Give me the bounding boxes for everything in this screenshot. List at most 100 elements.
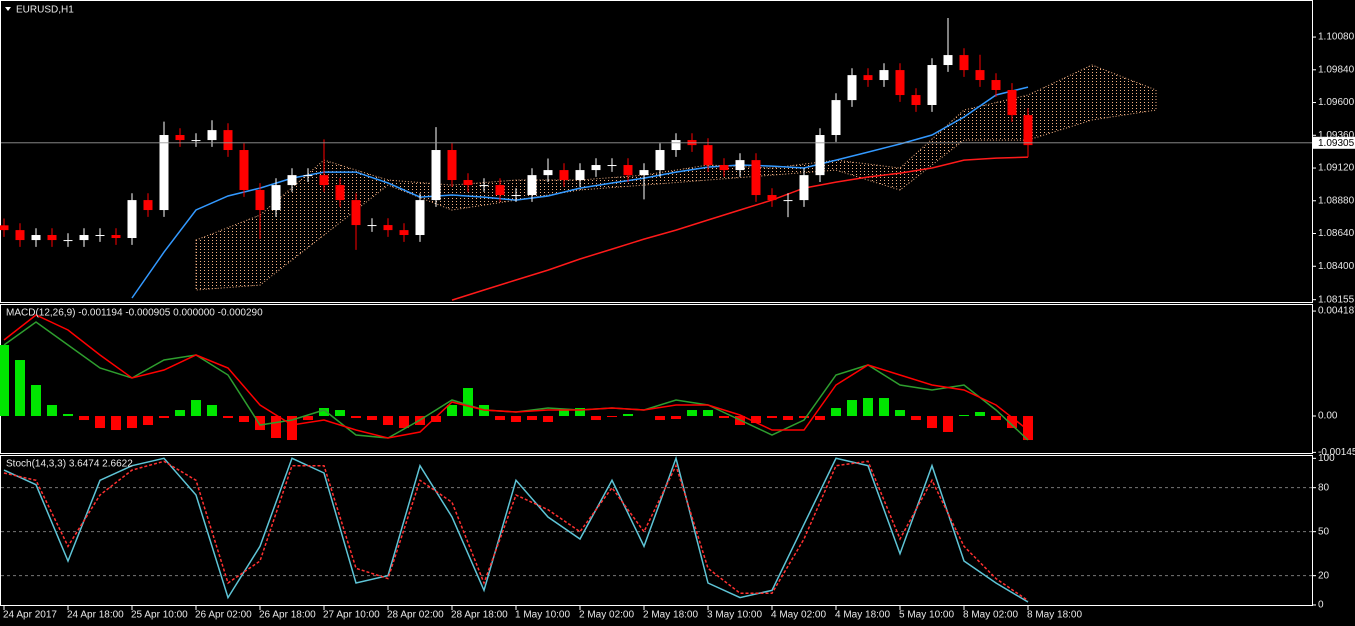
candle-body	[47, 235, 57, 241]
histogram-bar	[863, 398, 873, 417]
histogram-bar	[959, 415, 969, 417]
candle-body	[559, 170, 569, 181]
histogram-bar	[447, 405, 457, 417]
candle-body	[287, 175, 297, 186]
candle-body	[879, 70, 889, 81]
candle-body	[895, 70, 905, 96]
y-tick-label: 1.10080	[1318, 32, 1355, 43]
x-tick-label: 8 May 18:00	[1027, 610, 1082, 621]
y-tick-label: 1.08400	[1318, 261, 1355, 272]
histogram-bar	[927, 416, 937, 429]
candle-body	[607, 165, 617, 167]
candle-body	[927, 65, 937, 106]
candle-body	[991, 80, 1001, 90]
candle-body	[63, 240, 73, 242]
y-tick-label: 1.09120	[1318, 163, 1355, 174]
histogram-bar	[367, 416, 377, 421]
candle-body	[127, 200, 137, 239]
candle-body	[543, 170, 553, 176]
histogram-bar	[351, 416, 361, 419]
candle-body	[767, 195, 777, 201]
candle-body	[655, 150, 665, 171]
candle-body	[415, 200, 425, 236]
candle-body	[975, 70, 985, 81]
y-tick-label: 20	[1318, 570, 1330, 581]
x-tick-label: 24 Apr 2017	[3, 610, 57, 621]
panel-title: MACD(12,26,9) -0.001194 -0.000905 0.0000…	[6, 308, 263, 319]
histogram-bar	[671, 416, 681, 420]
dropdown-icon[interactable]	[5, 7, 11, 11]
candle-body	[1007, 89, 1017, 116]
histogram-bar	[751, 416, 761, 423]
candle-body	[847, 75, 857, 101]
candle-body	[959, 55, 969, 71]
x-tick-label: 27 Apr 10:00	[323, 610, 380, 621]
candle-body	[303, 175, 313, 177]
y-tick-label: 1.09360	[1318, 130, 1355, 141]
histogram-bar	[399, 416, 409, 429]
x-tick-label: 24 Apr 18:00	[67, 610, 124, 621]
histogram-bar	[991, 416, 1001, 421]
series-line	[451, 156, 1029, 301]
series-line	[3, 460, 1029, 602]
series-line	[3, 314, 1029, 439]
candle-body	[111, 235, 121, 239]
candle-body	[95, 235, 105, 237]
candle-body	[351, 200, 361, 226]
y-tick-label: 80	[1318, 482, 1330, 493]
current-price-box	[1313, 136, 1355, 149]
histogram-bar	[287, 416, 297, 441]
candle-body	[143, 200, 153, 211]
candle-body	[527, 175, 537, 196]
histogram-bar	[527, 416, 537, 421]
x-tick-label: 4 May 18:00	[835, 610, 890, 621]
histogram-bar	[63, 414, 73, 417]
panel-title: Stoch(14,3,3) 3.6474 2.6622	[6, 459, 133, 470]
histogram-bar	[143, 416, 153, 426]
candle-body	[159, 135, 169, 211]
candle-body	[271, 185, 281, 211]
histogram-bar	[703, 410, 713, 417]
candle-body	[719, 165, 729, 171]
histogram-bar	[591, 416, 601, 421]
candle-body	[495, 185, 505, 196]
y-tick-label: 0.00	[1318, 411, 1338, 422]
histogram-bar	[47, 405, 57, 417]
x-tick-label: 1 May 10:00	[515, 610, 570, 621]
histogram-bar	[1007, 416, 1017, 429]
candle-body	[911, 95, 921, 106]
histogram-bar	[799, 416, 809, 419]
x-tick-label: 3 May 10:00	[707, 610, 762, 621]
histogram-bar	[815, 416, 825, 421]
histogram-bar	[0, 345, 9, 417]
x-tick-label: 2 May 18:00	[643, 610, 698, 621]
histogram-bar	[383, 416, 393, 426]
ichimoku-cloud	[195, 64, 1157, 291]
histogram-bar	[783, 416, 793, 421]
histogram-bar	[15, 360, 25, 417]
candle-body	[831, 100, 841, 136]
x-tick-label: 8 May 02:00	[963, 610, 1018, 621]
candle-body	[319, 175, 329, 186]
histogram-bar	[175, 410, 185, 417]
panel-title: EURUSD,H1	[16, 5, 74, 16]
candle-body	[399, 230, 409, 236]
candle-body	[367, 225, 377, 227]
series-line	[131, 86, 1029, 299]
candle-body	[591, 165, 601, 171]
candle-body	[175, 135, 185, 141]
candle-body	[447, 150, 457, 181]
candle-body	[575, 170, 585, 181]
candle-body	[479, 185, 489, 187]
candle-body	[703, 145, 713, 166]
histogram-bar	[463, 388, 473, 417]
histogram-bar	[159, 416, 169, 419]
candle-body	[1023, 115, 1033, 146]
candle-body	[735, 160, 745, 171]
y-tick-label: 1.08880	[1318, 195, 1355, 206]
histogram-bar	[111, 416, 121, 431]
candle-body	[863, 75, 873, 81]
histogram-bar	[719, 416, 729, 419]
y-tick-label: 50	[1318, 526, 1330, 537]
histogram-bar	[271, 416, 281, 439]
